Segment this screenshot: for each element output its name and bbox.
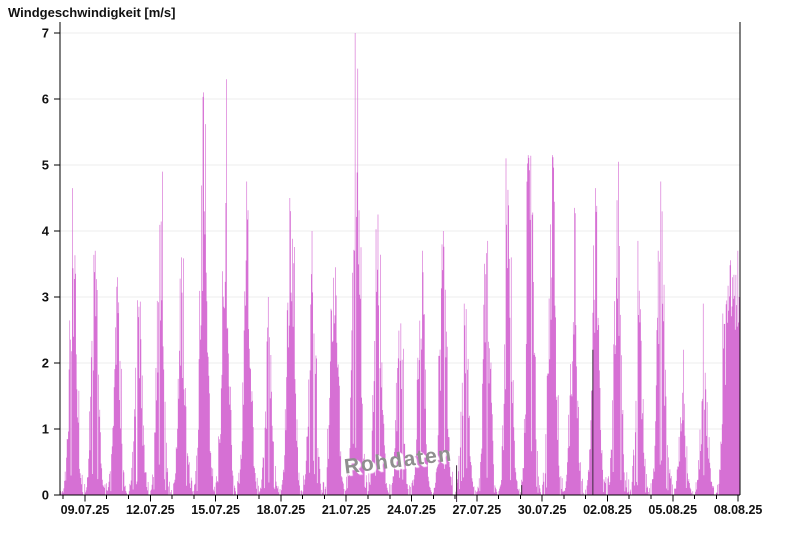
x-tick-label: 30.07.25 <box>518 503 567 517</box>
x-tick-label: 09.07.25 <box>61 503 110 517</box>
y-tick-label-4: 4 <box>42 224 50 239</box>
y-tick-label-1: 1 <box>42 422 49 437</box>
y-tick-label-2: 2 <box>42 356 49 371</box>
wind-speed-raw-series <box>60 33 740 495</box>
y-tick-label-3: 3 <box>42 290 49 305</box>
y-tick-label-6: 6 <box>42 92 49 107</box>
x-tick-label: 02.08.25 <box>583 503 632 517</box>
x-tick-label: 27.07.25 <box>452 503 501 517</box>
x-tick-label: 15.07.25 <box>191 503 240 517</box>
x-tick-label: 18.07.25 <box>257 503 306 517</box>
x-tick-label: 24.07.25 <box>387 503 436 517</box>
y-tick-label-5: 5 <box>42 158 49 173</box>
x-tick-label: 05.08.25 <box>648 503 697 517</box>
y-tick-label-7: 7 <box>42 26 49 41</box>
x-tick-label: 21.07.25 <box>322 503 371 517</box>
x-tick-label: 08.08.25 <box>714 503 763 517</box>
y-tick-label-0: 0 <box>42 488 49 503</box>
x-tick-label: 12.07.25 <box>126 503 175 517</box>
chart-title: Windgeschwindigkeit [m/s] <box>8 5 176 20</box>
